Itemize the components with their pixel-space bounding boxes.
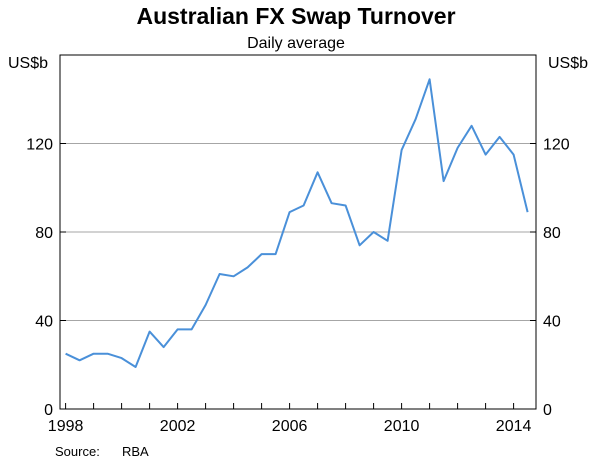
data-points [65,79,528,368]
y-axis-unit-right: US$b [548,55,588,72]
source-value: RBA [122,444,149,459]
x-tick-label: 2006 [272,418,308,435]
x-tick-label: 2010 [384,418,420,435]
y-tick-label-right: 120 [543,137,570,154]
y-axis-unit-left: US$b [8,55,48,72]
y-tick-label-left: 40 [35,314,53,331]
axis-ticks: 0 0 40 40 80 80 120 120 1998 2002 2006 2010 2014 [26,137,570,436]
series-line [65,78,529,368]
chart-subtitle: Daily average [247,35,345,52]
x-tick-label: 2014 [496,418,532,435]
y-tick-label-right: 0 [543,402,552,419]
chart-title: Australian FX Swap Turnover [136,3,455,29]
gridlines [60,143,536,321]
y-tick-label-right: 80 [543,225,561,242]
y-tick-label-left: 120 [26,137,53,154]
x-tick-label: 1998 [48,418,84,435]
y-tick-label-left: 0 [44,402,53,419]
x-tick-label: 2002 [160,418,196,435]
y-tick-label-left: 80 [35,225,53,242]
y-tick-label-right: 40 [543,314,561,331]
source-label: Source: [55,444,100,459]
